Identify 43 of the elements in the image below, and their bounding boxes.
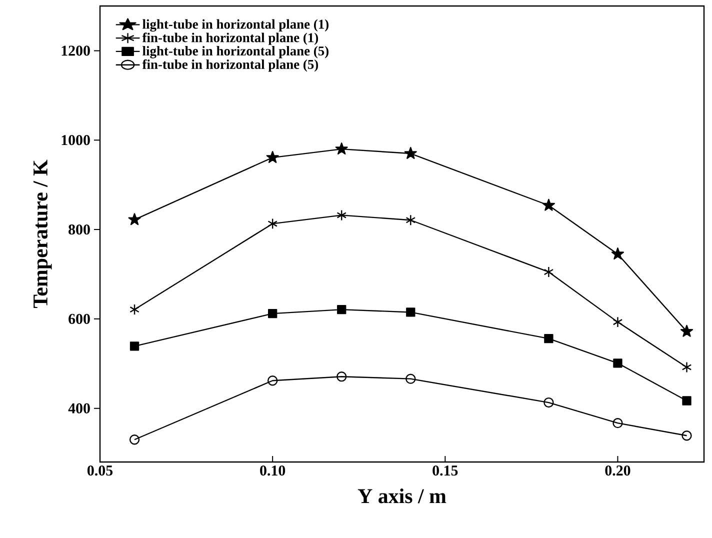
x-tick-label: 0.15 [432, 466, 458, 476]
y-tick-label: 400 [68, 403, 90, 414]
point [682, 362, 692, 373]
point [268, 218, 278, 230]
point [406, 374, 416, 384]
point [336, 210, 347, 221]
point [337, 304, 346, 314]
x-tick-label: 0.10 [260, 466, 286, 476]
point [613, 358, 622, 368]
point [404, 146, 417, 159]
point [682, 396, 692, 406]
point [129, 434, 140, 445]
y-tick-label: 600 [68, 314, 90, 324]
point [544, 334, 554, 344]
legend-label: light-tube in horizontal plane (5) [142, 46, 328, 58]
x-tick-label: 0.20 [605, 466, 630, 476]
point [266, 150, 279, 163]
point [680, 324, 694, 337]
point [611, 248, 624, 260]
y-tick-label: 1000 [62, 135, 90, 146]
point [406, 308, 416, 317]
point [128, 213, 141, 226]
point [336, 372, 347, 382]
legend-label: fin-tube in horizontal plane (1) [142, 32, 318, 45]
point [612, 316, 623, 328]
point [542, 198, 555, 211]
point [544, 266, 554, 278]
y-tick-label: 800 [68, 224, 90, 235]
point [268, 308, 278, 318]
point [544, 397, 554, 408]
point [682, 430, 692, 441]
point [335, 142, 348, 154]
point [406, 214, 416, 226]
x-axis-title: Y axis / m [358, 488, 446, 504]
legend-label: fin-tube in horizontal plane (5) [142, 59, 318, 72]
x-tick-label: 0.05 [87, 466, 113, 476]
y-tick-label: 1200 [62, 46, 90, 56]
legend-label: light-tube in horizontal plane (1) [142, 19, 328, 32]
point [612, 418, 623, 428]
point [130, 342, 140, 351]
point [130, 304, 140, 316]
y-axis-title: Temperature / K [34, 160, 52, 308]
point [267, 376, 278, 386]
